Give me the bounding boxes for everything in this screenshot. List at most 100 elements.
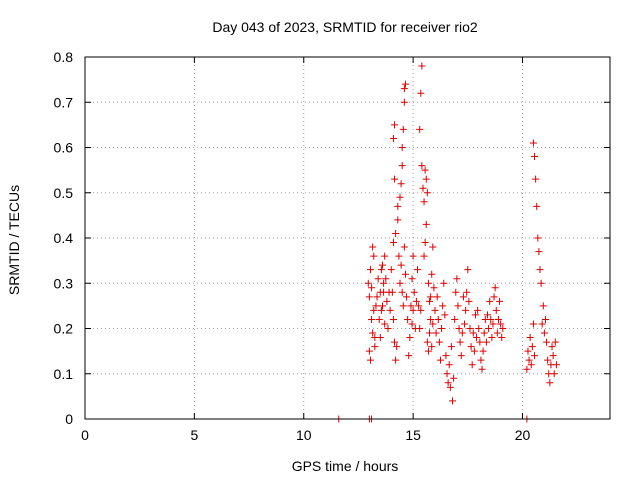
data-point — [423, 189, 431, 197]
data-point — [529, 320, 537, 328]
data-point — [398, 288, 406, 296]
data-point — [397, 180, 405, 188]
data-point — [473, 334, 481, 342]
y-tick-label: 0.3 — [54, 275, 74, 291]
data-point — [466, 325, 474, 332]
x-axis-label: GPS time / hours — [292, 458, 399, 474]
data-point — [468, 361, 476, 369]
data-point — [435, 338, 443, 346]
data-point — [436, 356, 444, 364]
data-point — [467, 343, 475, 351]
data-point — [396, 279, 404, 287]
data-point — [422, 220, 430, 228]
data-point — [527, 361, 535, 369]
y-tick-label: 0.6 — [54, 140, 74, 156]
data-point — [429, 243, 437, 251]
data-point — [400, 243, 408, 251]
data-point — [407, 302, 415, 310]
data-point — [432, 329, 440, 337]
data-point — [376, 334, 384, 342]
data-point — [526, 334, 534, 342]
data-point — [408, 275, 416, 283]
data-point — [546, 379, 554, 387]
data-point — [394, 216, 402, 224]
data-point — [384, 325, 392, 332]
data-point — [533, 202, 541, 210]
data-point — [365, 347, 373, 355]
data-point — [381, 320, 389, 328]
data-point — [369, 329, 377, 337]
data-point — [379, 261, 386, 269]
data-point — [441, 311, 449, 319]
y-tick-label: 0.8 — [54, 49, 74, 65]
data-point — [409, 252, 417, 260]
data-point — [450, 374, 458, 382]
data-point — [393, 343, 401, 351]
data-point — [498, 334, 506, 342]
data-point — [529, 139, 537, 147]
data-point — [370, 252, 378, 260]
grid-lines — [85, 57, 610, 419]
data-point — [449, 397, 456, 405]
data-point — [459, 293, 467, 301]
data-point — [406, 334, 414, 342]
data-point — [373, 293, 381, 301]
data-point — [404, 315, 412, 323]
data-point — [392, 356, 400, 364]
data-point — [387, 266, 395, 274]
data-point — [392, 229, 400, 237]
data-point — [535, 248, 543, 256]
data-point — [474, 306, 482, 314]
data-point — [396, 193, 404, 201]
data-point — [381, 252, 389, 260]
data-point — [409, 306, 417, 314]
data-point — [494, 315, 502, 323]
data-point — [447, 343, 455, 351]
data-point — [486, 297, 494, 305]
data-point — [371, 343, 379, 351]
data-point — [492, 306, 500, 314]
data-point — [424, 279, 432, 287]
data-point — [399, 125, 407, 133]
data-point — [479, 347, 487, 355]
data-point — [391, 175, 399, 183]
y-tick-label: 0.1 — [54, 366, 74, 382]
data-point — [366, 356, 374, 364]
data-point — [369, 243, 377, 251]
data-point — [418, 162, 426, 170]
y-tick-label: 0.5 — [54, 185, 74, 201]
data-point — [365, 293, 373, 301]
data-point — [408, 320, 416, 328]
data-point — [463, 288, 471, 296]
x-tick-label: 20 — [515, 427, 531, 443]
data-point — [386, 306, 394, 314]
data-point — [442, 352, 450, 360]
y-axis-label: SRMTID / TECUs — [6, 185, 22, 295]
data-point — [420, 252, 428, 260]
data-point — [429, 320, 437, 328]
data-point — [421, 166, 429, 174]
data-point — [389, 239, 397, 247]
data-point — [368, 315, 376, 323]
data-point — [383, 297, 391, 305]
data-point — [488, 334, 496, 342]
data-point — [414, 266, 421, 274]
data-point — [443, 370, 451, 378]
data-point — [430, 284, 438, 292]
data-point — [469, 329, 477, 337]
data-point — [379, 302, 386, 310]
data-point — [464, 266, 472, 274]
data-point — [470, 347, 478, 355]
data-point — [391, 121, 399, 129]
data-point — [543, 338, 551, 346]
data-point — [400, 98, 408, 106]
data-point — [400, 85, 408, 93]
y-tick-label: 0.7 — [54, 94, 74, 110]
data-point — [454, 302, 462, 310]
data-point — [410, 288, 418, 296]
data-point — [445, 361, 453, 369]
data-point — [417, 89, 425, 97]
data-point — [426, 329, 434, 337]
data-point — [395, 252, 403, 260]
